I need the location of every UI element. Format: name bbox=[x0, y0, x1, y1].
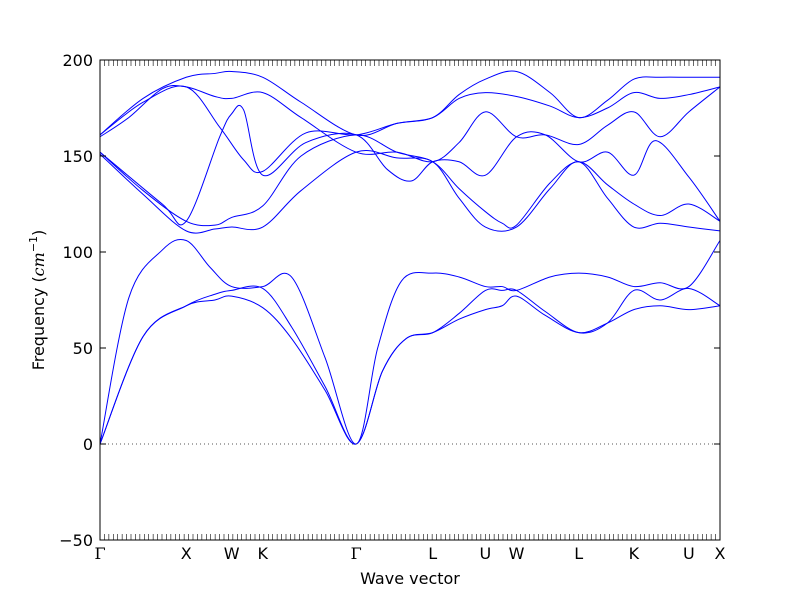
y-axis-label: Frequency (cm−1) bbox=[27, 230, 48, 371]
band-line-3 bbox=[99, 238, 721, 445]
band-line-1 bbox=[99, 295, 721, 445]
y-axis-label-unit: cm bbox=[29, 252, 48, 276]
band-line-5 bbox=[99, 134, 721, 229]
y-tick-label: 150 bbox=[62, 147, 93, 166]
y-tick-label: 200 bbox=[62, 51, 93, 70]
band-line-8 bbox=[99, 85, 721, 173]
y-axis-label-exponent: −1 bbox=[27, 236, 40, 252]
x-tick-label-l: L bbox=[428, 544, 437, 563]
y-tick-label: −50 bbox=[59, 531, 93, 550]
x-tick-label-w: W bbox=[224, 544, 240, 563]
x-tick-label-k: K bbox=[629, 544, 640, 563]
x-tick-label-w: W bbox=[509, 544, 525, 563]
x-tick-label-x: X bbox=[181, 544, 192, 563]
band-line-7 bbox=[99, 84, 721, 163]
x-tick-label-x: X bbox=[715, 544, 726, 563]
y-axis-ticks: −50 0 50 100 150 200 bbox=[59, 51, 720, 550]
x-tick-label-gamma: Γ bbox=[351, 544, 362, 563]
plot-frame bbox=[99, 59, 721, 541]
y-tick-label: 50 bbox=[73, 339, 93, 358]
band-line-6 bbox=[99, 104, 721, 226]
y-tick-label: 0 bbox=[83, 435, 93, 454]
band-line-4 bbox=[99, 150, 721, 234]
x-tick-label-u: U bbox=[683, 544, 695, 563]
x-tick-label-k: K bbox=[258, 544, 269, 563]
y-axis-label-suffix: ) bbox=[29, 230, 48, 236]
x-tick-label-u: U bbox=[480, 544, 492, 563]
band-line-9 bbox=[99, 70, 720, 137]
x-axis-label: Wave vector bbox=[360, 569, 460, 588]
x-tick-label-l: L bbox=[574, 544, 583, 563]
y-axis-label-prefix: Frequency ( bbox=[29, 276, 48, 370]
dispersion-curves bbox=[99, 70, 721, 445]
y-tick-label: 100 bbox=[62, 243, 93, 262]
band-line-2 bbox=[99, 285, 721, 445]
x-tick-label-gamma: Γ bbox=[94, 544, 105, 563]
